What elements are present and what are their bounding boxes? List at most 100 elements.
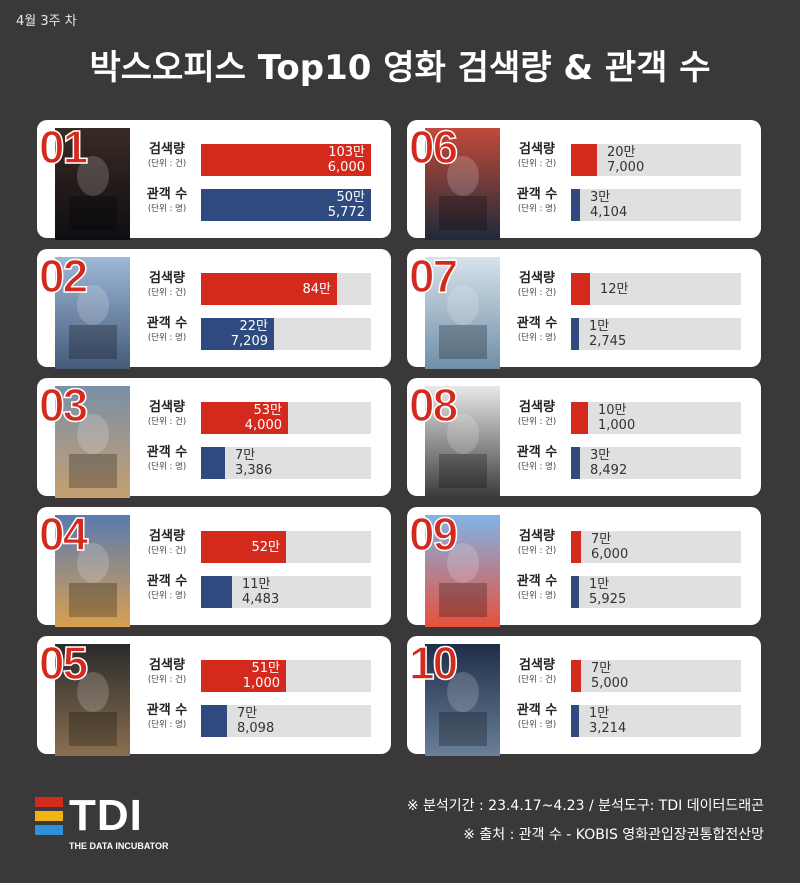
audience-label-main: 관객 수 <box>516 574 558 589</box>
search-label-main: 검색량 <box>149 400 185 415</box>
rank-number: 02 <box>38 250 89 302</box>
audience-value-line2: 5,772 <box>327 205 365 220</box>
search-bar-track: 7만 5,000 <box>571 660 741 692</box>
audience-value: 1만 3,214 <box>589 705 626 737</box>
audience-label-main: 관객 수 <box>146 316 188 331</box>
audience-label-main: 관객 수 <box>516 445 558 460</box>
audience-bar-track: 22만 7,209 <box>201 318 371 350</box>
audience-value-line1: 7만 <box>237 706 258 721</box>
logo-text: TDI <box>69 791 143 840</box>
search-bar-track: 53만 4,000 <box>201 402 371 434</box>
search-label-main: 검색량 <box>149 271 185 286</box>
search-label-unit: (단위 : 건) <box>147 288 187 298</box>
audience-value: 1만 5,925 <box>589 576 626 608</box>
audience-bar-track: 7만 8,098 <box>201 705 371 737</box>
search-volume-row: 검색량 (단위 : 건) 51만 1,000 <box>137 658 372 692</box>
audience-value: 50만 5,772 <box>328 189 365 221</box>
search-value-line1: 7만 <box>591 532 612 547</box>
audience-bar <box>201 318 274 350</box>
search-value: 53만 4,000 <box>245 402 282 434</box>
rank-number: 07 <box>408 250 459 302</box>
search-label-main: 검색량 <box>149 658 185 673</box>
audience-value-line1: 50만 <box>336 190 365 205</box>
search-label: 검색량 (단위 : 건) <box>137 400 197 428</box>
audience-value: 11만 4,483 <box>242 576 279 608</box>
audience-value: 7만 3,386 <box>235 447 272 479</box>
search-value: 51만 1,000 <box>243 660 280 692</box>
logo-stripe-red <box>35 797 63 807</box>
search-label-unit: (단위 : 건) <box>147 546 187 556</box>
audience-label-unit: (단위 : 명) <box>147 462 187 472</box>
search-bar-track: 7만 6,000 <box>571 531 741 563</box>
audience-label: 관객 수 (단위 : 명) <box>137 187 197 215</box>
search-volume-row: 검색량 (단위 : 건) 7만 6,000 <box>507 529 742 563</box>
audience-bar-track: 7만 3,386 <box>201 447 371 479</box>
audience-row: 관객 수 (단위 : 명) 50만 5,772 <box>137 187 372 221</box>
audience-bar <box>201 705 227 737</box>
audience-row: 관객 수 (단위 : 명) 1만 3,214 <box>507 703 742 737</box>
audience-label-main: 관객 수 <box>146 574 188 589</box>
audience-value-line1: 11만 <box>242 577 271 592</box>
search-value-line1: 51만 <box>251 661 280 676</box>
search-label-main: 검색량 <box>519 400 555 415</box>
rank-number: 03 <box>38 379 89 431</box>
search-bar-track: 20만 7,000 <box>571 144 741 176</box>
search-value: 12만 <box>600 273 629 305</box>
rank-number: 01 <box>38 121 89 173</box>
audience-label-unit: (단위 : 명) <box>147 333 187 343</box>
audience-label: 관객 수 (단위 : 명) <box>137 703 197 731</box>
audience-row: 관객 수 (단위 : 명) 7만 8,098 <box>137 703 372 737</box>
search-value-line2: 4,000 <box>244 418 282 433</box>
movie-poster <box>55 257 130 369</box>
search-volume-row: 검색량 (단위 : 건) 10만 1,000 <box>507 400 742 434</box>
search-label: 검색량 (단위 : 건) <box>507 658 567 686</box>
audience-value-line2: 4,104 <box>590 205 628 220</box>
search-bar-track: 84만 <box>201 273 371 305</box>
logo-stripe-yellow <box>35 811 63 821</box>
search-volume-row: 검색량 (단위 : 건) 7만 5,000 <box>507 658 742 692</box>
audience-label: 관객 수 (단위 : 명) <box>137 574 197 602</box>
search-value-line2: 6,000 <box>591 547 629 562</box>
movie-poster <box>425 257 500 369</box>
audience-bar <box>201 447 225 479</box>
audience-row: 관객 수 (단위 : 명) 7만 3,386 <box>137 445 372 479</box>
search-bar <box>201 402 288 434</box>
audience-bar <box>571 705 579 737</box>
search-label: 검색량 (단위 : 건) <box>507 529 567 557</box>
audience-row: 관객 수 (단위 : 명) 11만 4,483 <box>137 574 372 608</box>
search-value-line2: 5,000 <box>591 676 629 691</box>
search-value-line1: 52만 <box>251 539 280 555</box>
audience-label: 관객 수 (단위 : 명) <box>137 316 197 344</box>
audience-bar-track: 1만 3,214 <box>571 705 741 737</box>
search-bar-track: 10만 1,000 <box>571 402 741 434</box>
week-label: 4월 3주 차 <box>16 14 77 29</box>
movie-poster <box>425 386 500 498</box>
audience-bar <box>571 189 580 221</box>
search-value: 10만 1,000 <box>598 402 635 434</box>
search-label: 검색량 (단위 : 건) <box>507 400 567 428</box>
tdi-logo: TDI THE DATA INCUBATOR <box>35 791 185 855</box>
rank-number: 06 <box>408 121 459 173</box>
search-value: 103만 6,000 <box>328 144 365 176</box>
audience-label-main: 관객 수 <box>516 316 558 331</box>
audience-value-line2: 5,925 <box>589 592 627 607</box>
movie-poster <box>425 515 500 627</box>
search-value: 52만 <box>251 531 280 563</box>
search-label: 검색량 (단위 : 건) <box>507 271 567 299</box>
search-bar <box>571 273 590 305</box>
logo-stripe-blue <box>35 825 63 835</box>
audience-value-line1: 1만 <box>589 577 610 592</box>
search-label-main: 검색량 <box>519 142 555 157</box>
search-bar <box>201 531 286 563</box>
ranking-grid: 01 검색량 (단위 : 건) <box>37 120 764 760</box>
audience-value-line1: 1만 <box>589 706 610 721</box>
audience-value-line2: 8,098 <box>237 721 275 736</box>
audience-label-unit: (단위 : 명) <box>517 462 557 472</box>
audience-row: 관객 수 (단위 : 명) 1만 2,745 <box>507 316 742 350</box>
search-value: 20만 7,000 <box>607 144 644 176</box>
audience-row: 관객 수 (단위 : 명) 3만 8,492 <box>507 445 742 479</box>
movie-card: 02 검색량 (단위 : 건) <box>37 249 391 369</box>
audience-value-line2: 3,386 <box>235 463 273 478</box>
movie-card: 09 검색량 (단위 : 건) <box>407 507 761 627</box>
